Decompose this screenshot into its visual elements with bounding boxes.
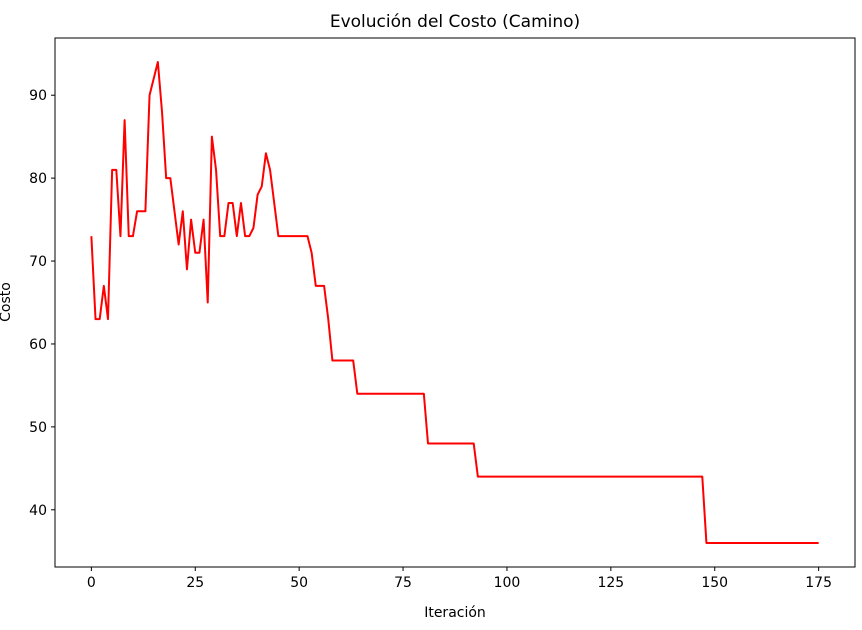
y-tick-label: 70 <box>29 254 47 270</box>
x-axis-label: Iteración <box>424 605 486 621</box>
y-tick-label: 60 <box>29 337 47 353</box>
plot-frame <box>54 37 856 568</box>
chart-title: Evolución del Costo (Camino) <box>330 12 580 32</box>
x-tick-label: 75 <box>394 575 412 591</box>
y-tick-label: 40 <box>29 503 47 519</box>
x-tick-label: 0 <box>87 575 96 591</box>
y-tick-label: 80 <box>29 171 47 187</box>
y-axis-label: Costo <box>0 282 14 322</box>
y-tick-label: 50 <box>29 420 47 436</box>
data-line <box>90 61 819 544</box>
x-tick-label: 125 <box>597 575 624 591</box>
y-tick-label: 90 <box>29 88 47 104</box>
x-tick-label: 150 <box>701 575 728 591</box>
x-tick-label: 50 <box>290 575 308 591</box>
x-tick-label: 100 <box>494 575 521 591</box>
x-tick-label: 175 <box>805 575 832 591</box>
x-tick-label: 25 <box>186 575 204 591</box>
